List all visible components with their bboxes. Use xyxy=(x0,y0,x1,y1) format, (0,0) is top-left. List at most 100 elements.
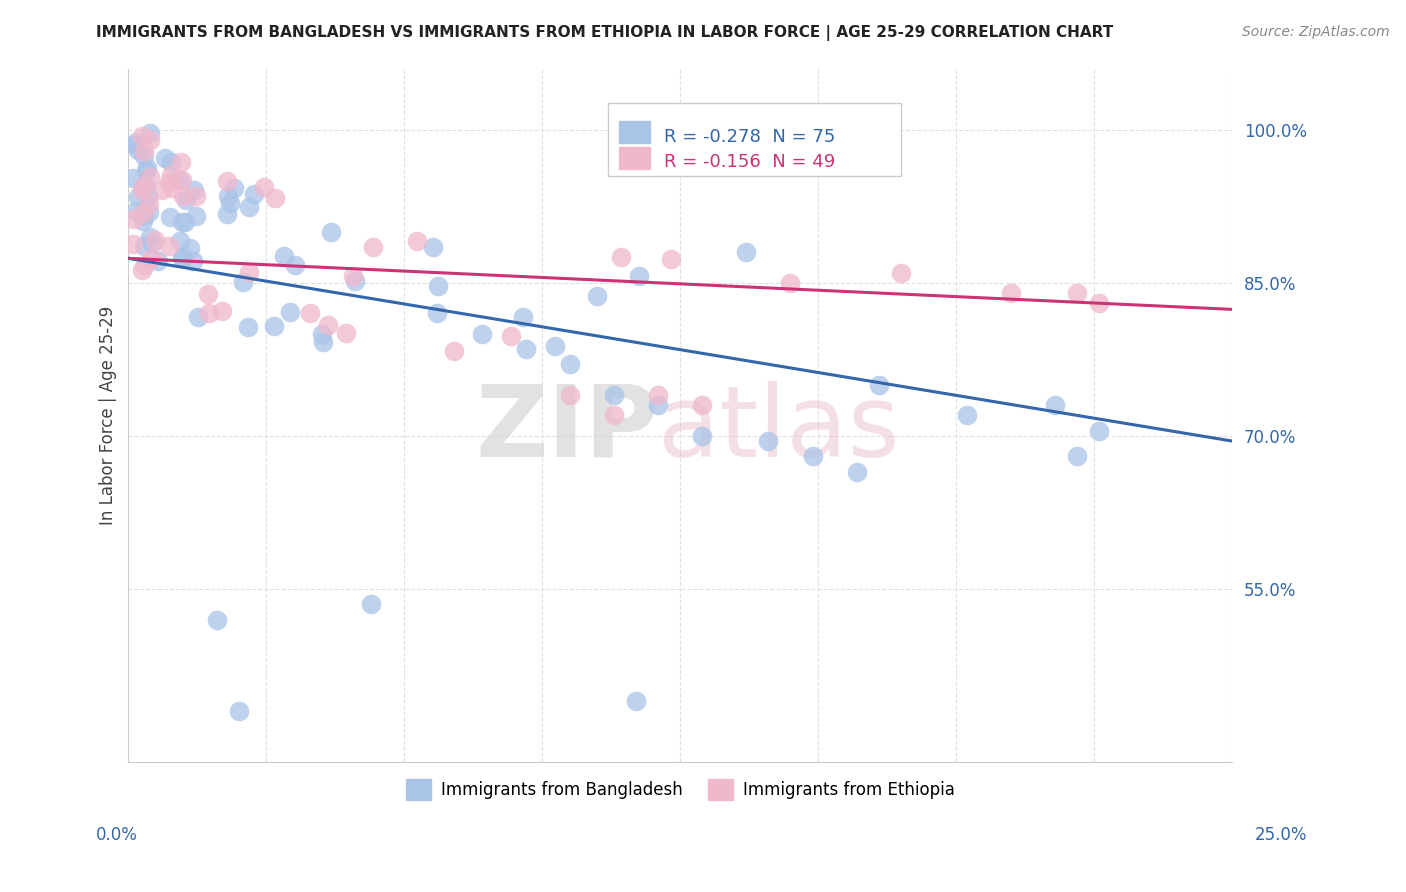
Point xyxy=(132,180,155,194)
Text: ZIP: ZIP xyxy=(475,381,658,478)
Point xyxy=(690,429,713,443)
Text: R = -0.278  N = 75: R = -0.278 N = 75 xyxy=(664,128,835,145)
Bar xyxy=(609,103,901,176)
Point xyxy=(243,187,266,202)
Point xyxy=(335,326,357,340)
Point xyxy=(515,342,537,356)
Point xyxy=(122,171,145,186)
Point xyxy=(138,169,160,184)
Point xyxy=(179,241,201,255)
Point xyxy=(139,230,162,244)
Point xyxy=(238,320,260,334)
Point xyxy=(845,465,868,479)
Text: R = -0.156  N = 49: R = -0.156 N = 49 xyxy=(664,153,835,171)
Point xyxy=(141,235,163,250)
Point xyxy=(628,268,651,283)
Point xyxy=(603,409,626,423)
Point xyxy=(150,183,173,197)
Point xyxy=(284,258,307,272)
Point xyxy=(544,339,567,353)
Point xyxy=(558,358,581,372)
Text: 0.0%: 0.0% xyxy=(96,826,138,844)
Point xyxy=(215,174,238,188)
Point xyxy=(278,305,301,319)
Point xyxy=(122,237,145,252)
Point xyxy=(172,215,194,229)
Point xyxy=(426,306,449,320)
Point xyxy=(134,209,156,223)
Point xyxy=(1066,450,1088,464)
Point xyxy=(183,183,205,197)
Point xyxy=(132,213,155,227)
Point xyxy=(146,253,169,268)
Point xyxy=(160,155,183,169)
Point xyxy=(131,129,153,144)
Point xyxy=(406,234,429,248)
Point xyxy=(141,251,163,265)
Point xyxy=(122,212,145,227)
Point xyxy=(157,239,180,253)
Y-axis label: In Labor Force | Age 25-29: In Labor Force | Age 25-29 xyxy=(100,306,117,525)
Point xyxy=(135,164,157,178)
Point xyxy=(143,233,166,247)
Point xyxy=(501,329,523,343)
Text: Source: ZipAtlas.com: Source: ZipAtlas.com xyxy=(1241,25,1389,39)
Point xyxy=(134,144,156,158)
Point xyxy=(311,326,333,341)
Point xyxy=(586,289,609,303)
Point xyxy=(426,278,449,293)
Point xyxy=(157,175,180,189)
Point xyxy=(1045,398,1067,412)
Point xyxy=(131,183,153,197)
Point xyxy=(1000,286,1022,301)
Point xyxy=(187,310,209,325)
Point xyxy=(134,149,156,163)
Point xyxy=(198,306,221,320)
Point xyxy=(181,253,204,268)
Point xyxy=(232,276,254,290)
Point xyxy=(139,132,162,146)
Point xyxy=(205,613,228,627)
Point xyxy=(224,181,246,195)
Point xyxy=(690,398,713,412)
Point xyxy=(321,225,343,239)
Point xyxy=(125,135,148,149)
Point xyxy=(1088,424,1111,438)
Text: atlas: atlas xyxy=(658,381,900,478)
Point xyxy=(360,597,382,611)
Point xyxy=(890,266,912,280)
Point xyxy=(127,190,149,204)
Text: 25.0%: 25.0% xyxy=(1256,826,1308,844)
Point xyxy=(238,200,260,214)
Point xyxy=(735,245,758,260)
Point xyxy=(512,310,534,325)
Point xyxy=(186,209,208,223)
Point xyxy=(125,204,148,219)
Point xyxy=(558,388,581,402)
Point xyxy=(758,434,780,448)
Point xyxy=(136,188,159,202)
Point xyxy=(312,334,335,349)
Point xyxy=(217,189,239,203)
Text: IMMIGRANTS FROM BANGLADESH VS IMMIGRANTS FROM ETHIOPIA IN LABOR FORCE | AGE 25-2: IMMIGRANTS FROM BANGLADESH VS IMMIGRANTS… xyxy=(96,25,1114,41)
Point xyxy=(253,179,276,194)
Point xyxy=(1088,296,1111,310)
Legend: Immigrants from Bangladesh, Immigrants from Ethiopia: Immigrants from Bangladesh, Immigrants f… xyxy=(399,772,962,806)
Point xyxy=(956,409,979,423)
Point xyxy=(184,189,207,203)
Point xyxy=(624,694,647,708)
Point xyxy=(228,705,250,719)
Point xyxy=(342,269,364,284)
Point xyxy=(160,180,183,194)
Bar xyxy=(620,121,651,144)
Point xyxy=(316,318,339,333)
Point xyxy=(153,151,176,165)
Point xyxy=(172,250,194,264)
Point xyxy=(132,179,155,194)
Point xyxy=(801,450,824,464)
Point xyxy=(136,161,159,175)
Point xyxy=(170,154,193,169)
Point xyxy=(603,388,626,402)
Point xyxy=(134,238,156,252)
Point xyxy=(160,168,183,182)
